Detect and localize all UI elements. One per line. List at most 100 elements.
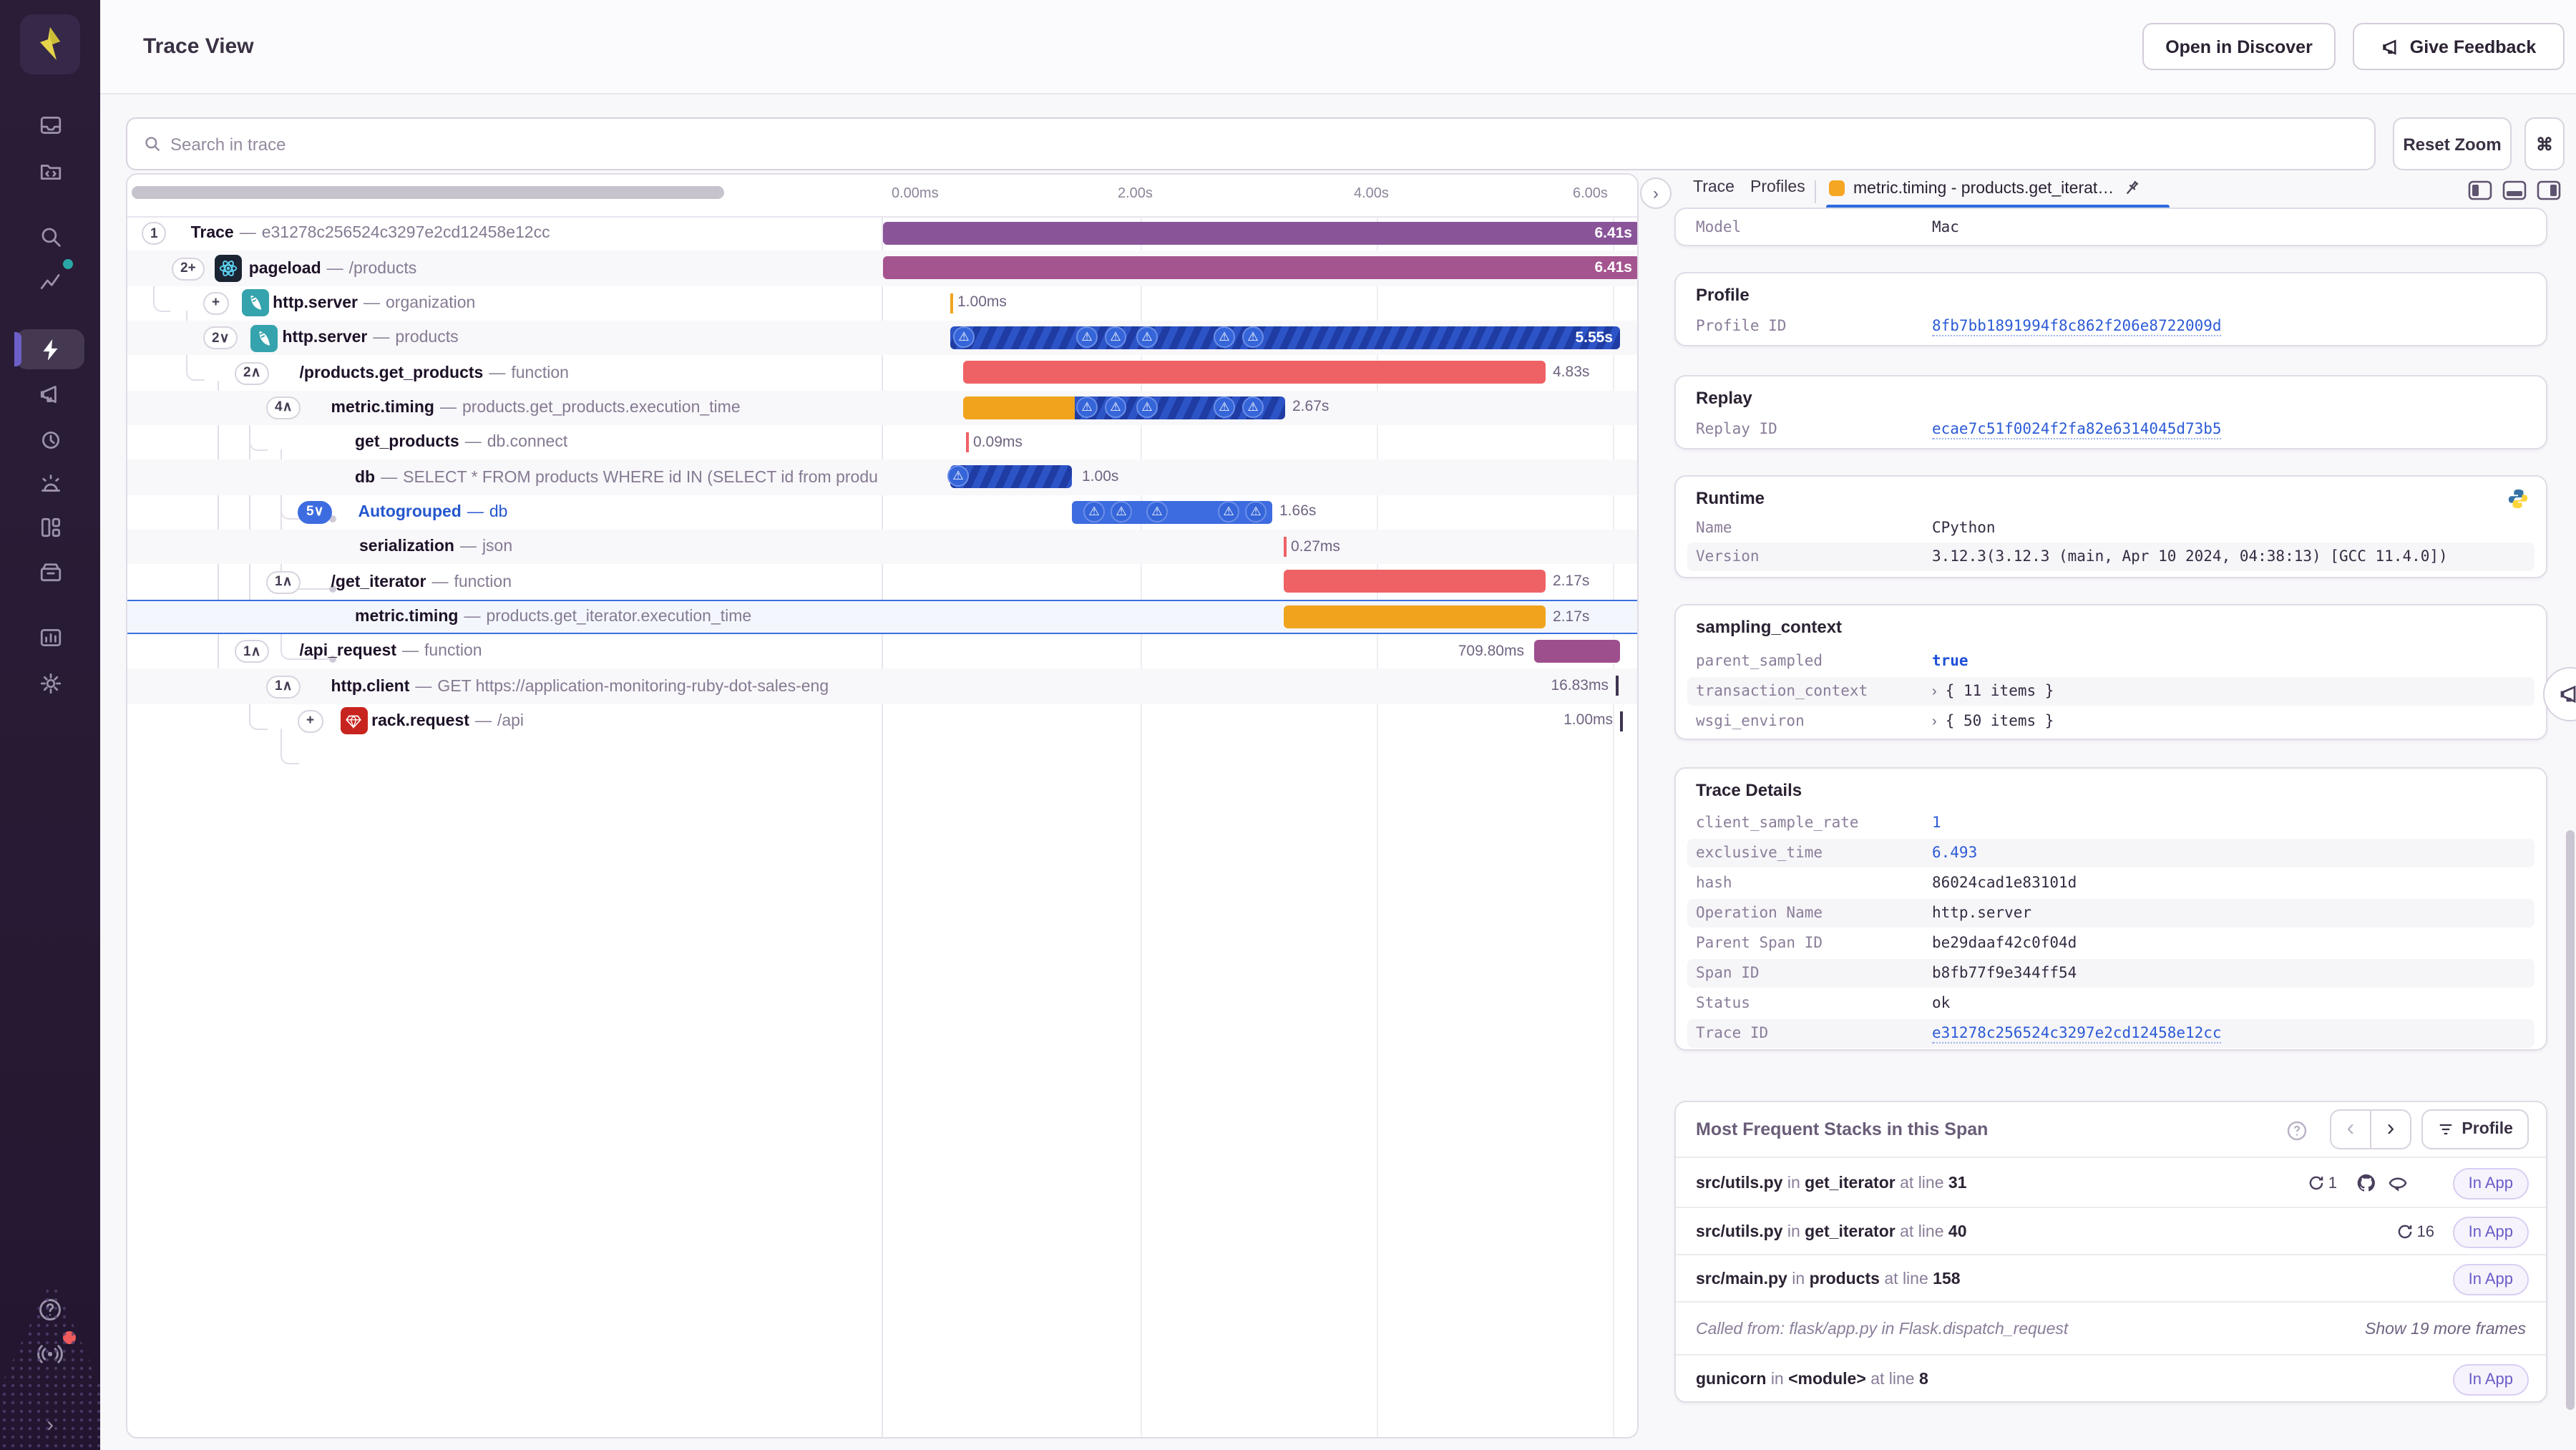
span-count-pill[interactable]: 1∧ xyxy=(266,570,301,594)
error-badge-icon[interactable]: ⚠ xyxy=(1076,326,1098,349)
error-badge-icon[interactable]: ⚠ xyxy=(1242,396,1264,418)
span-tick[interactable] xyxy=(966,432,969,453)
span-count-pill[interactable]: 1∧ xyxy=(235,640,270,663)
sentry-logo[interactable] xyxy=(20,14,80,74)
stack-frame-row[interactable]: src/main.py in products at line 158 In A… xyxy=(1676,1254,2546,1303)
replay-id-link[interactable]: ecae7c51f0024f2fa82e6314045d73b5 xyxy=(1932,420,2222,439)
span-row[interactable]: 4∧ metric.timing — products.get_products.ex… xyxy=(127,390,1637,426)
profile-button[interactable]: Profile xyxy=(2421,1109,2529,1149)
stack-frame-row[interactable]: src/utils.py in get_iterator at line 40 … xyxy=(1676,1207,2546,1255)
give-feedback-button[interactable]: Give Feedback xyxy=(2353,23,2565,70)
sidebar-item-dashboards[interactable] xyxy=(24,508,76,545)
span-bar[interactable] xyxy=(963,361,1546,384)
help-icon[interactable] xyxy=(2285,1119,2308,1142)
expand-pill[interactable]: + xyxy=(203,291,229,315)
kv-row-expandable[interactable]: transaction_context ›{ 11 items } xyxy=(1687,677,2534,706)
error-badge-icon[interactable]: ⚠ xyxy=(1111,500,1132,522)
span-row[interactable]: get_products — db.connect 0.09ms xyxy=(355,432,1023,453)
sidebar-item-feedback[interactable] xyxy=(24,375,76,412)
open-in-discover-button[interactable]: Open in Discover xyxy=(2142,23,2336,70)
prev-stack-button[interactable]: ‹ xyxy=(2330,1109,2371,1149)
sidebar-item-insights[interactable] xyxy=(24,259,76,299)
tab-trace[interactable]: Trace xyxy=(1693,179,1735,196)
error-badge-icon[interactable]: ⚠ xyxy=(1105,326,1126,349)
error-badge-icon[interactable]: ⚠ xyxy=(947,465,969,487)
span-count-pill[interactable]: 1∧ xyxy=(266,675,301,699)
github-icon[interactable] xyxy=(2356,1172,2377,1194)
error-badge-icon[interactable]: ⚠ xyxy=(1083,500,1105,522)
stack-frame-row[interactable]: gunicorn in <module> at line 8 In App xyxy=(1676,1354,2546,1404)
sidebar-item-archive[interactable] xyxy=(24,553,76,590)
show-more-frames-link[interactable]: Show 19 more frames xyxy=(2365,1320,2526,1338)
kv-row-expandable[interactable]: wsgi_environ ›{ 50 items } xyxy=(1696,713,2054,730)
sidebar-item-releases[interactable] xyxy=(24,421,76,458)
span-count-pill[interactable]: 1 xyxy=(142,222,167,245)
seer-icon[interactable] xyxy=(2387,1174,2409,1192)
expand-pill[interactable]: + xyxy=(298,709,323,733)
span-row[interactable]: 2∨ http.server — products 5.55s ⚠ ⚠ ⚠ ⚠ ⚠ ⚠ xyxy=(127,321,1637,356)
shortcut-button[interactable]: ⌘ xyxy=(2524,117,2565,170)
span-row[interactable]: + http.server — organization 1.00ms xyxy=(127,286,1637,321)
span-bar[interactable]: 6.41s xyxy=(882,256,1637,280)
error-badge-icon[interactable]: ⚠ xyxy=(953,326,975,349)
layout-right-icon[interactable] xyxy=(2536,179,2562,202)
span-count-pill[interactable]: 2∨ xyxy=(203,326,238,350)
span-bar[interactable] xyxy=(1284,605,1546,628)
span-bar[interactable] xyxy=(963,396,1075,419)
error-badge-icon[interactable]: ⚠ xyxy=(1076,396,1098,418)
error-badge-icon[interactable]: ⚠ xyxy=(1105,396,1126,418)
stack-frame-row[interactable]: src/utils.py in get_iterator at line 31 … xyxy=(1676,1157,2546,1208)
span-tick[interactable] xyxy=(1284,537,1287,558)
span-row[interactable]: 2+ pageload —/products 6.41s xyxy=(127,250,1637,286)
sidebar-item-stats[interactable] xyxy=(24,618,76,656)
error-badge-icon[interactable]: ⚠ xyxy=(1214,326,1235,349)
span-row[interactable]: + rack.request —/api 1.00ms xyxy=(127,704,1637,739)
sidebar-item-issues[interactable] xyxy=(24,106,76,143)
span-tick[interactable] xyxy=(1616,676,1619,696)
span-tick[interactable] xyxy=(950,293,953,313)
autogroup-count-pill[interactable]: 5∨ xyxy=(298,500,333,524)
span-count-pill[interactable]: 2∧ xyxy=(235,361,270,385)
sidebar-item-traces-active[interactable] xyxy=(14,329,84,369)
span-count-pill[interactable]: 2+ xyxy=(172,257,205,281)
span-row[interactable]: 1∧/get_iterator — function 2.17s xyxy=(127,565,1637,600)
span-bar[interactable] xyxy=(1284,570,1546,593)
tree-divider[interactable] xyxy=(882,175,883,1437)
reset-zoom-button[interactable]: Reset Zoom xyxy=(2393,117,2512,170)
error-badge-icon[interactable]: ⚠ xyxy=(1242,326,1264,349)
span-row-autogrouped[interactable]: 5∨ Autogrouped — db ⚠ ⚠ ⚠ ⚠ ⚠ 1.66s xyxy=(127,495,1637,530)
span-bar[interactable]: 5.55s xyxy=(950,326,1620,350)
trace-id-link[interactable]: e31278c256524c3297e2cd12458e12cc xyxy=(1932,1024,2222,1043)
sidebar-item-explore[interactable] xyxy=(24,218,76,255)
profile-id-link[interactable]: 8fb7bb1891994f8c862f206e8722009d xyxy=(1932,317,2222,336)
tab-profiles[interactable]: Profiles xyxy=(1750,179,1805,196)
vertical-scrollbar[interactable] xyxy=(2566,830,2575,1410)
span-row[interactable]: serialization — json 0.27ms xyxy=(127,530,1637,565)
span-row[interactable]: 2∧/products.get_products — function 4.83s xyxy=(127,356,1637,391)
layout-bottom-icon[interactable] xyxy=(2502,179,2527,202)
sidebar-item-settings[interactable] xyxy=(24,664,76,701)
span-row[interactable]: 1∧/api_request — function 709.80ms xyxy=(127,634,1637,669)
error-badge-icon[interactable]: ⚠ xyxy=(1146,500,1168,522)
search-input[interactable]: Search in trace xyxy=(126,117,2376,170)
sidebar-item-projects[interactable] xyxy=(24,152,76,189)
span-row[interactable]: 1 Trace — e31278c256524c3297e2cd12458e12cc … xyxy=(127,216,1637,251)
error-badge-icon[interactable]: ⚠ xyxy=(1218,500,1239,522)
layout-left-icon[interactable] xyxy=(2467,179,2493,202)
tab-active-span[interactable]: metric.timing - products.get_iterat… xyxy=(1829,179,2141,198)
error-badge-icon[interactable]: ⚠ xyxy=(1136,396,1158,418)
drawer-collapse-button[interactable]: › xyxy=(1640,177,1672,209)
span-row[interactable]: 1∧ http.client — GET https://application-mo… xyxy=(127,668,1637,704)
error-badge-icon[interactable]: ⚠ xyxy=(1214,396,1235,418)
error-badge-icon[interactable]: ⚠ xyxy=(1136,326,1158,349)
span-row[interactable]: db — SELECT * FROM products WHERE id IN (S… xyxy=(127,459,1637,495)
span-bar[interactable] xyxy=(950,465,1072,489)
span-count-pill[interactable]: 4∧ xyxy=(266,396,301,419)
span-bar[interactable]: 6.41s xyxy=(882,222,1637,245)
span-row-selected[interactable]: metric.timing — products.get_iterator.exec… xyxy=(127,599,1637,635)
error-badge-icon[interactable]: ⚠ xyxy=(1245,500,1267,522)
next-stack-button[interactable]: › xyxy=(2370,1109,2411,1149)
pin-icon[interactable] xyxy=(2122,179,2141,198)
span-tick[interactable] xyxy=(1620,711,1623,731)
sidebar-item-alerts[interactable] xyxy=(24,465,76,502)
